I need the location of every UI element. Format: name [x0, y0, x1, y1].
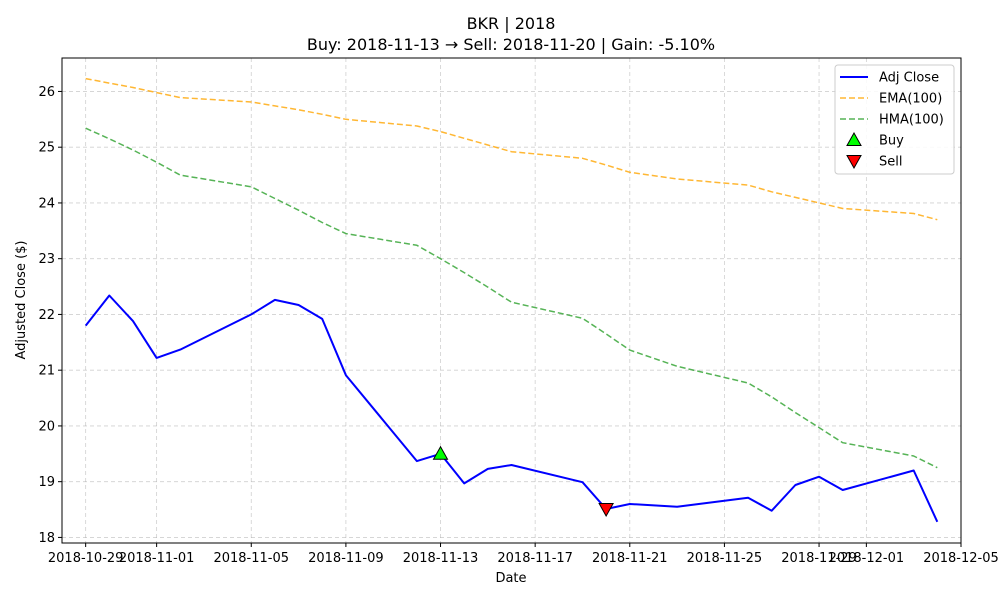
chart-title: BKR | 2018	[467, 14, 556, 33]
x-axis-label: Date	[495, 571, 526, 586]
x-tick-label: 2018-12-05	[923, 551, 999, 566]
legend-label: Sell	[879, 155, 902, 170]
legend-items: Adj Close EMA(100) HMA(100) Buy Sell	[840, 71, 944, 170]
x-tick-label: 2018-11-17	[497, 551, 573, 566]
x-tick-label: 2018-11-05	[213, 551, 289, 566]
series-layer	[84, 77, 939, 523]
y-tick-label: 22	[38, 308, 55, 323]
x-tick-label: 2018-11-21	[592, 551, 668, 566]
legend-label: EMA(100)	[879, 92, 942, 107]
legend: Adj Close EMA(100) HMA(100) Buy Sell	[834, 64, 955, 175]
x-tick-label: 2018-11-25	[687, 551, 763, 566]
grid	[62, 58, 962, 543]
y-tick-label: 25	[38, 141, 55, 156]
x-tick-label: 2018-10-29	[48, 551, 124, 566]
series-line-ema-100	[85, 77, 938, 221]
x-tick-label: 2018-11-01	[119, 551, 195, 566]
buy-marker	[432, 445, 449, 460]
sell-marker	[598, 502, 614, 518]
y-tick-label: 20	[38, 419, 55, 434]
x-tick-label: 2018-11-09	[308, 551, 384, 566]
plot-frame	[61, 57, 962, 544]
y-tick-label: 19	[38, 475, 55, 490]
x-tick-label: 2018-11-13	[403, 551, 479, 566]
marker-layer	[432, 445, 614, 518]
legend-label: Adj Close	[879, 71, 939, 86]
legend-label: Buy	[879, 134, 904, 149]
series-line-adj-close	[84, 294, 939, 523]
chart-subtitle: Buy: 2018-11-13 → Sell: 2018-11-20 | Gai…	[307, 35, 715, 54]
legend-label: HMA(100)	[879, 113, 944, 128]
y-tick-label: 24	[38, 196, 55, 211]
legend-marker	[846, 131, 862, 146]
y-axis: 18 19 20 21 22 23 24 25 26	[38, 85, 62, 546]
y-tick-label: 18	[38, 531, 55, 546]
y-tick-label: 21	[38, 364, 55, 379]
series-line-hma-100	[85, 127, 938, 469]
y-axis-label: Adjusted Close ($)	[14, 241, 29, 360]
x-tick-label: 2018-12-01	[829, 551, 905, 566]
legend-box	[834, 64, 955, 175]
legend-marker	[846, 155, 862, 170]
y-tick-label: 26	[38, 85, 55, 100]
x-tick-label: 2018-11-29	[781, 551, 857, 566]
y-tick-label: 23	[38, 252, 55, 267]
